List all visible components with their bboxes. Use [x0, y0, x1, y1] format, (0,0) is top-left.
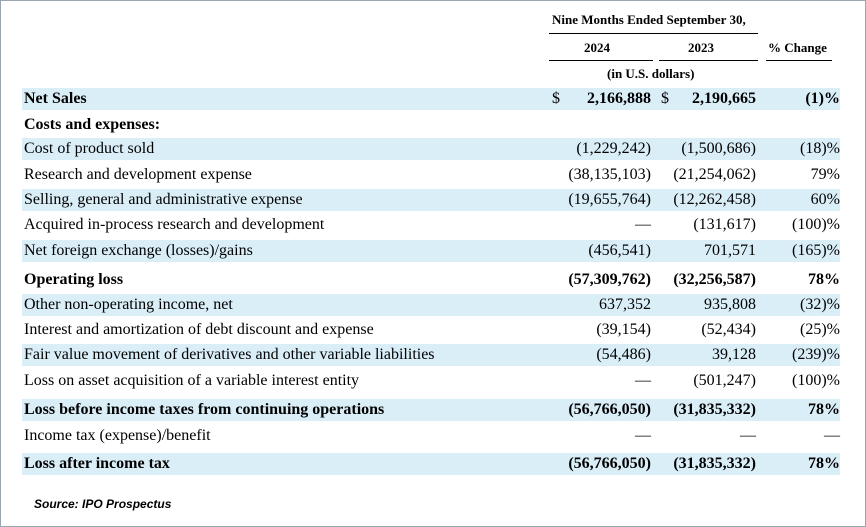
value-2024: — — [635, 427, 651, 444]
value-2023: — — [740, 427, 756, 444]
percent-change: (1)% — [805, 90, 840, 107]
currency-symbol: $ — [661, 90, 669, 107]
value-2023: (501,247) — [693, 372, 756, 389]
row-label: Other non-operating income, net — [24, 296, 233, 313]
value-2024: (19,655,764) — [568, 191, 651, 208]
row-label: Net Sales — [24, 90, 87, 107]
percent-change: 78% — [808, 455, 840, 472]
table-row: Loss before income taxes from continuing… — [22, 399, 840, 421]
table-row: Loss on asset acquisition of a variable … — [22, 370, 840, 392]
percent-change: (18)% — [800, 140, 840, 157]
table-row: Other non-operating income, net 637,352 93… — [22, 294, 840, 316]
period-header-rule — [549, 33, 758, 34]
value-2023: (52,434) — [701, 321, 756, 338]
percent-change: (239)% — [792, 346, 840, 363]
value-2024: (56,766,050) — [568, 455, 651, 472]
row-label: Cost of product sold — [24, 140, 155, 157]
table-row: Acquired in-process research and develop… — [22, 214, 840, 236]
value-2023: (12,262,458) — [673, 191, 756, 208]
table-row: Income tax (expense)/benefit — — — — [22, 425, 840, 447]
value-2023: 39,128 — [712, 346, 756, 363]
row-label: Loss after income tax — [24, 455, 170, 472]
row-label: Costs and expenses: — [24, 116, 161, 133]
row-label: Income tax (expense)/benefit — [24, 427, 211, 444]
percent-change: (25)% — [800, 321, 840, 338]
units-header: (in U.S. dollars) — [607, 66, 695, 81]
table-row: Fair value movement of derivatives and o… — [22, 344, 840, 366]
table-row: Net foreign exchange (losses)/gains (456,… — [22, 240, 840, 262]
row-label: Fair value movement of derivatives and o… — [24, 346, 435, 363]
percent-change: (165)% — [792, 242, 840, 259]
row-label: Acquired in-process research and develop… — [24, 216, 325, 233]
value-2023: (31,835,332) — [673, 455, 756, 472]
value-2024: 2,166,888 — [587, 90, 651, 107]
table-row: Cost of product sold (1,229,242) (1,500,68… — [22, 138, 840, 160]
value-2023: (31,835,332) — [673, 401, 756, 418]
percent-change: — — [824, 427, 840, 444]
table-row: Net Sales $ $2,166,888 2,190,665 (1)% — [22, 88, 840, 110]
value-2024: (39,154) — [596, 321, 651, 338]
period-header: Nine Months Ended September 30, — [552, 12, 746, 27]
value-2024: (38,135,103) — [568, 166, 651, 183]
value-2023: 2,190,665 — [692, 90, 756, 107]
table-row: Selling, general and administrative expe… — [22, 189, 840, 211]
table-row: Loss after income tax (56,766,050) (31,835… — [22, 453, 840, 475]
table-row: Interest and amortization of debt discou… — [22, 319, 840, 341]
value-2023: (21,254,062) — [673, 166, 756, 183]
table-row: Research and development expense (38,135,… — [22, 164, 840, 186]
value-2024: 637,352 — [599, 296, 651, 313]
value-2024: (56,766,050) — [568, 401, 651, 418]
value-2024: (1,229,242) — [576, 140, 651, 157]
currency-symbol: $ — [552, 90, 560, 107]
table-row: Operating loss (57,309,762) (32,256,587) 78… — [22, 269, 840, 291]
table-row: Costs and expenses: — [22, 114, 840, 136]
row-label: Selling, general and administrative expe… — [24, 191, 303, 208]
percent-change: 60% — [810, 191, 840, 208]
percent-change: 78% — [808, 271, 840, 288]
year-2024-rule — [549, 60, 653, 61]
percent-change: (32)% — [800, 296, 840, 313]
row-label: Loss on asset acquisition of a variable … — [24, 372, 360, 389]
value-2024: (456,541) — [588, 242, 651, 259]
row-label: Interest and amortization of debt discou… — [24, 321, 374, 338]
year-2023-rule — [659, 60, 758, 61]
value-2023: (131,617) — [693, 216, 756, 233]
value-2024: — — [635, 372, 651, 389]
value-2024: (54,486) — [596, 346, 651, 363]
value-2023: (1,500,686) — [681, 140, 756, 157]
percent-change: 78% — [808, 401, 840, 418]
percent-change: (100)% — [792, 372, 840, 389]
value-2023: (32,256,587) — [673, 271, 756, 288]
year-2023-header: 2023 — [688, 40, 714, 55]
value-2024: — — [635, 216, 651, 233]
row-label: Net foreign exchange (losses)/gains — [24, 242, 253, 259]
percent-change: 79% — [810, 166, 840, 183]
value-2023: 935,808 — [704, 296, 756, 313]
change-rule — [766, 60, 832, 61]
value-2023: 701,571 — [704, 242, 756, 259]
value-2024: (57,309,762) — [568, 271, 651, 288]
year-2024-header: 2024 — [584, 40, 610, 55]
change-header: % Change — [768, 40, 827, 55]
row-label: Research and development expense — [24, 166, 252, 183]
row-label: Loss before income taxes from continuing… — [24, 401, 385, 418]
source-note: Source: IPO Prospectus — [34, 497, 172, 511]
percent-change: (100)% — [792, 216, 840, 233]
row-label: Operating loss — [24, 271, 124, 288]
